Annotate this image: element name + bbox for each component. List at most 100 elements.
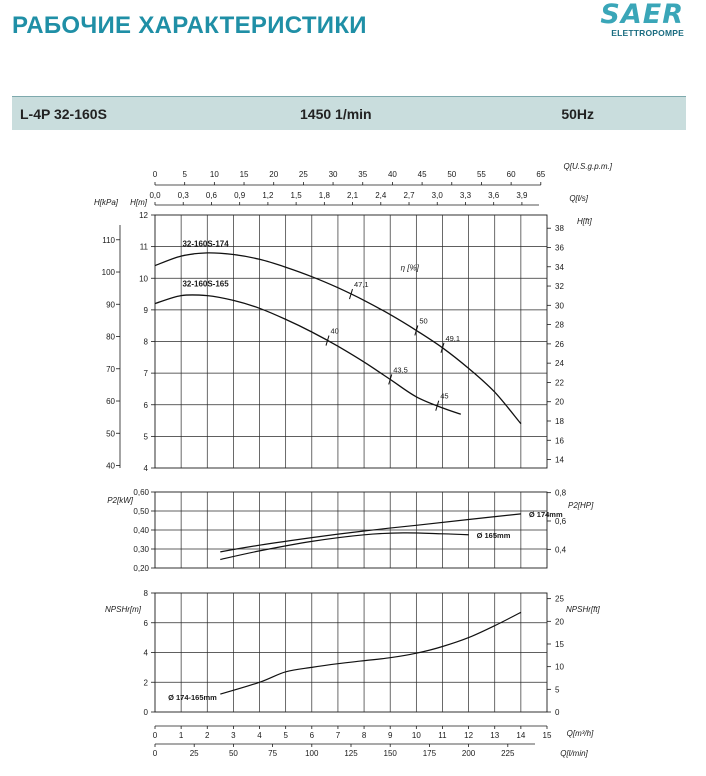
npsh-m-tick-label: 2: [144, 678, 149, 687]
efficiency-mark-label: 40: [330, 327, 338, 336]
head-ft-axis-label: H[ft]: [577, 217, 592, 226]
q-m3h-tick-label: 4: [257, 731, 262, 740]
q-m3h-tick-label: 10: [412, 731, 421, 740]
ls-tick-label: 2,1: [347, 191, 359, 200]
head-ft-tick-label: 20: [555, 398, 564, 407]
head-m-tick-label: 11: [140, 243, 149, 252]
q-m3h-tick-label: 11: [438, 731, 447, 740]
q-lmin-tick-label: 0: [153, 749, 158, 758]
power-kw-tick-label: 0,40: [133, 526, 149, 535]
npsh-ft-tick-label: 5: [555, 685, 560, 694]
head-ft-tick-label: 24: [555, 359, 564, 368]
brand-logo-sub: ELETTROPOMPE: [611, 28, 684, 38]
q-m3h-tick-label: 1: [179, 731, 184, 740]
usgpm-tick-label: 35: [358, 170, 367, 179]
ls-tick-label: 1,2: [262, 191, 274, 200]
efficiency-mark-tick: [349, 288, 353, 300]
ls-tick-label: 0,3: [178, 191, 190, 200]
power-kw-tick-label: 0,50: [133, 507, 149, 516]
usgpm-tick-label: 25: [299, 170, 308, 179]
usgpm-axis-label: Q[U.S.g.p.m.]: [564, 162, 613, 171]
power-hp-tick-label: 0,6: [555, 517, 567, 526]
head-kpa-tick-label: 80: [106, 333, 115, 342]
efficiency-mark-tick: [414, 325, 419, 336]
usgpm-tick-label: 20: [269, 170, 278, 179]
usgpm-tick-label: 30: [329, 170, 338, 179]
q-m3h-tick-label: 12: [464, 731, 473, 740]
head-ft-tick-label: 28: [555, 321, 564, 330]
usgpm-tick-label: 65: [536, 170, 545, 179]
q-m3h-tick-label: 9: [388, 731, 393, 740]
head-curve-32-160S-165: [154, 294, 461, 415]
head-m-tick-label: 12: [139, 211, 148, 220]
q-m3h-tick-label: 2: [205, 731, 210, 740]
npsh-m-tick-label: 4: [144, 649, 149, 658]
q-m3h-tick-label: 0: [153, 731, 158, 740]
efficiency-label: η [%]: [401, 263, 420, 272]
model-info-band: L-4P 32-160S 1450 1/min 50Hz: [12, 96, 686, 130]
pump-speed: 1450 1/min: [300, 106, 372, 122]
head-m-tick-label: 10: [139, 274, 148, 283]
ls-tick-label: 0,0: [149, 191, 161, 200]
usgpm-tick-label: 15: [240, 170, 249, 179]
usgpm-tick-label: 45: [418, 170, 427, 179]
head-m-tick-label: 9: [144, 306, 149, 315]
power-curve-label: Ø 174mm: [529, 510, 563, 519]
npsh-curve: [220, 611, 522, 695]
npsh-m-tick-label: 8: [144, 589, 149, 598]
q-lmin-tick-label: 125: [344, 749, 358, 758]
head-curve-32-160S-174: [154, 252, 522, 425]
usgpm-tick-label: 40: [388, 170, 397, 179]
head-ft-tick-label: 18: [555, 417, 564, 426]
q-lmin-tick-label: 100: [305, 749, 319, 758]
q-lmin-axis-label: Q[l/min]: [560, 749, 588, 758]
head-ft-tick-label: 36: [555, 243, 564, 252]
npsh-curve-label: Ø 174-165mm: [168, 693, 217, 702]
ls-axis-label: Q[l/s]: [569, 194, 588, 203]
usgpm-tick-label: 5: [182, 170, 187, 179]
q-m3h-tick-label: 5: [283, 731, 288, 740]
efficiency-mark-label: 45: [440, 392, 448, 401]
efficiency-mark-tick: [388, 374, 393, 385]
ls-tick-label: 0,9: [234, 191, 246, 200]
q-m3h-tick-label: 3: [231, 731, 236, 740]
head-ft-tick-label: 38: [555, 224, 564, 233]
q-lmin-tick-label: 75: [268, 749, 277, 758]
head-curve-label: 32-160S-174: [182, 239, 229, 248]
efficiency-mark-label: 43,5: [393, 365, 408, 374]
q-lmin-tick-label: 50: [229, 749, 238, 758]
power-kw-tick-label: 0,60: [133, 488, 149, 497]
head-kpa-axis-label: H[kPa]: [94, 198, 119, 207]
head-m-tick-label: 4: [144, 464, 149, 473]
usgpm-tick-label: 50: [447, 170, 456, 179]
efficiency-mark-label: 50: [419, 316, 427, 325]
head-ft-tick-label: 26: [555, 340, 564, 349]
head-kpa-tick-label: 40: [106, 462, 115, 471]
head-kpa-tick-label: 50: [106, 429, 115, 438]
q-m3h-tick-label: 14: [516, 731, 525, 740]
efficiency-mark-tick: [325, 335, 330, 346]
usgpm-tick-label: 0: [153, 170, 158, 179]
npsh-ft-tick-label: 25: [555, 595, 564, 604]
brand-logo-main: SAER: [600, 0, 684, 30]
efficiency-mark-label: 47,1: [354, 280, 369, 289]
q-m3h-tick-label: 6: [310, 731, 315, 740]
npsh-ft-tick-label: 15: [555, 640, 564, 649]
head-kpa-tick-label: 60: [106, 397, 115, 406]
head-kpa-tick-label: 90: [106, 300, 115, 309]
ls-tick-label: 3,6: [488, 191, 500, 200]
head-ft-tick-label: 16: [555, 436, 564, 445]
efficiency-mark-tick: [435, 400, 440, 411]
head-ft-tick-label: 34: [555, 263, 564, 272]
q-m3h-tick-label: 7: [336, 731, 341, 740]
q-lmin-tick-label: 225: [501, 749, 515, 758]
ls-tick-label: 3,9: [516, 191, 528, 200]
q-lmin-tick-label: 150: [384, 749, 398, 758]
head-ft-tick-label: 22: [555, 378, 564, 387]
ls-tick-label: 1,5: [291, 191, 303, 200]
power-hp-tick-label: 0,8: [555, 489, 567, 498]
usgpm-tick-label: 55: [477, 170, 486, 179]
q-m3h-tick-label: 13: [490, 731, 499, 740]
head-kpa-tick-label: 110: [102, 236, 115, 245]
